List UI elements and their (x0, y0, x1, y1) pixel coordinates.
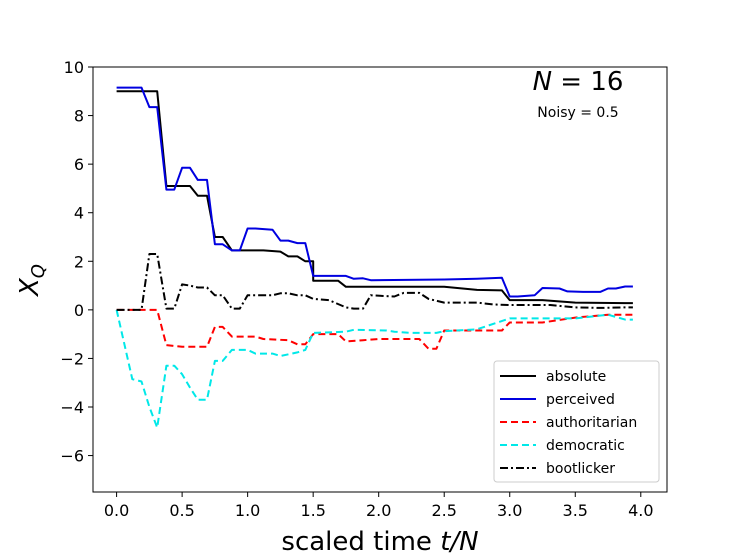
x-tick-label: 2.5 (431, 501, 456, 520)
noise-annotation: Noisy = 0.5 (537, 105, 618, 121)
y-tick-label: −6 (60, 447, 84, 466)
legend-box (493, 360, 660, 483)
y-tick-label: 10 (64, 58, 84, 77)
x-tick-label: 3.0 (497, 501, 522, 520)
legend: absolute perceived authoritarian democratic… (493, 360, 660, 483)
legend-label-bootlicker: bootlicker (546, 461, 615, 477)
x-tick-label: 0.0 (104, 501, 129, 520)
y-axis-label: XQ (15, 264, 49, 298)
x-tick-label: 1.0 (235, 501, 260, 520)
y-tick-label: 0 (74, 301, 84, 320)
x-tick-label: 4.0 (628, 501, 653, 520)
legend-label-democratic: democratic (546, 438, 625, 454)
x-tick-label: 0.5 (169, 501, 194, 520)
series-line-perceived (116, 86, 633, 298)
series-layer (115, 86, 633, 429)
y-tick-label: 4 (74, 204, 84, 223)
series-line-bootlicker (116, 253, 633, 311)
y-tick-label: −2 (60, 349, 84, 368)
legend-label-perceived: perceived (546, 392, 615, 408)
series-line-absolute (116, 90, 633, 305)
x-axis-label: scaled time t/N (281, 527, 478, 554)
n-annotation: N = 16 (533, 67, 624, 97)
x-tick-label: 3.5 (563, 501, 588, 520)
y-tick-label: −4 (60, 398, 84, 417)
legend-label-absolute: absolute (546, 369, 606, 385)
series-line-authoritarian (116, 308, 633, 350)
legend-label-authoritarian: authoritarian (546, 415, 637, 431)
x-tick-label: 1.5 (300, 501, 325, 520)
y-tick-label: 8 (74, 107, 84, 126)
plot-frame (92, 66, 668, 493)
ticks-layer: 0.0 0.5 1.0 1.5 2.0 2.5 3.0 3.5 4.0 −6 −4 −2 0 2 4 6 8 10 (60, 58, 653, 520)
y-tick-label: 2 (74, 252, 84, 271)
y-tick-label: 6 (74, 155, 84, 174)
x-tick-label: 2.0 (366, 501, 391, 520)
series-line-democratic (115, 309, 633, 429)
